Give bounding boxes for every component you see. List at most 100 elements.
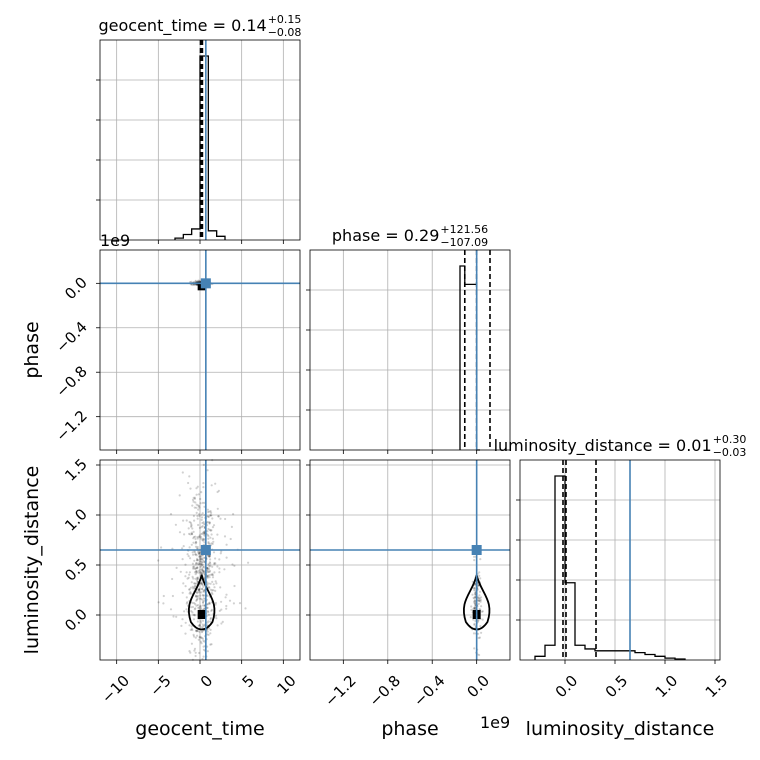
sample-point-phase-vs-luminosity-distance (478, 594, 481, 597)
sample-point-geocent-time-vs-luminosity-distance (214, 557, 217, 560)
sample-point-geocent-time-vs-luminosity-distance (202, 463, 205, 466)
sample-point-geocent-time-vs-luminosity-distance (202, 570, 205, 573)
sample-point-geocent-time-vs-luminosity-distance (194, 553, 197, 556)
sample-point-geocent-time-vs-luminosity-distance (202, 531, 205, 534)
sample-point-geocent-time-vs-luminosity-distance (217, 489, 220, 492)
sample-point-geocent-time-vs-luminosity-distance (199, 619, 202, 623)
truth-point-geocent-time-vs-luminosity-distance (200, 545, 211, 555)
sample-point-geocent-time-vs-luminosity-distance (216, 624, 219, 627)
sample-point-geocent-time-vs-luminosity-distance (202, 539, 205, 542)
sample-point-geocent-time-vs-luminosity-distance (197, 590, 200, 593)
sample-point-geocent-time-vs-luminosity-distance (186, 601, 189, 604)
sample-point-geocent-time-vs-luminosity-distance (200, 572, 203, 576)
sample-point-geocent-time-vs-luminosity-distance (196, 576, 199, 579)
sample-point-geocent-time-vs-luminosity-distance (200, 560, 203, 563)
tick-label-y-luminosity-distance-1: 0.5 (61, 555, 91, 585)
sample-point-geocent-time-vs-luminosity-distance (207, 620, 210, 623)
sample-point-geocent-time-vs-luminosity-distance (214, 580, 217, 583)
sample-point-geocent-time-vs-luminosity-distance (193, 613, 196, 616)
sample-point-geocent-time-vs-luminosity-distance (217, 515, 220, 518)
sample-point-geocent-time-vs-luminosity-distance (197, 493, 200, 496)
sample-point-geocent-time-vs-luminosity-distance (188, 475, 191, 478)
sample-point-geocent-time-vs-luminosity-distance (202, 639, 205, 642)
sample-point-geocent-time-vs-luminosity-distance (185, 602, 188, 605)
truth-point-phase-vs-luminosity-distance (471, 545, 482, 555)
sample-point-geocent-time-vs-luminosity-distance (194, 570, 198, 573)
sample-point-geocent-time-vs-luminosity-distance (192, 535, 196, 539)
sample-point-geocent-time-vs-luminosity-distance (196, 566, 199, 569)
sample-point-geocent-time-vs-luminosity-distance (202, 565, 205, 568)
sample-point-geocent-time-vs-luminosity-distance (189, 521, 192, 524)
panel-title-sup-phase: +121.56 (440, 223, 488, 236)
sample-point-geocent-time-vs-luminosity-distance (160, 546, 163, 549)
sample-point-geocent-time-vs-luminosity-distance (190, 523, 193, 526)
sample-point-geocent-time-vs-luminosity-distance (232, 602, 235, 605)
sample-point-geocent-time-vs-luminosity-distance (190, 531, 193, 534)
sample-point-geocent-time-vs-luminosity-distance (190, 581, 193, 584)
sample-point-geocent-time-vs-luminosity-distance (199, 571, 202, 574)
sample-point-geocent-time-vs-luminosity-distance (162, 602, 165, 605)
sample-point-phase-vs-luminosity-distance (473, 587, 476, 590)
sample-point-geocent-time-vs-luminosity-distance (199, 625, 202, 629)
sample-point-geocent-time-vs-luminosity-distance (213, 571, 216, 574)
sample-point-geocent-time-vs-luminosity-distance (220, 608, 223, 611)
sample-point-geocent-time-vs-luminosity-distance (187, 576, 190, 579)
sample-point-geocent-time-vs-luminosity-distance (199, 640, 202, 643)
sample-point-phase-vs-luminosity-distance (477, 619, 480, 622)
sample-point-geocent-time-vs-luminosity-distance (197, 550, 200, 553)
sample-point-geocent-time-vs-luminosity-distance (200, 491, 203, 494)
sample-point-geocent-time-vs-luminosity-distance (189, 586, 192, 589)
sample-point-geocent-time-vs-luminosity-distance (209, 573, 212, 576)
sample-point-geocent-time-vs-luminosity-distance (200, 564, 203, 567)
sample-point-phase-vs-luminosity-distance (478, 653, 481, 657)
sample-point-geocent-time-vs-luminosity-distance (193, 496, 196, 499)
axis-label-x-luminosity-distance: luminosity_distance (526, 718, 715, 740)
sample-point-geocent-time-vs-luminosity-distance (190, 532, 193, 536)
sample-point-geocent-time-vs-luminosity-distance (199, 607, 203, 610)
sample-point-geocent-time-vs-luminosity-distance (184, 632, 187, 635)
sample-point-geocent-time-vs-luminosity-distance (211, 589, 214, 592)
sample-point-geocent-time-vs-luminosity-distance (218, 567, 221, 570)
sample-point-geocent-time-vs-luminosity-distance (201, 623, 204, 626)
sample-point-geocent-time-vs-luminosity-distance (195, 598, 198, 601)
sample-point-geocent-time-vs-luminosity-distance (202, 571, 205, 574)
sample-point-geocent-time-vs-luminosity-distance (201, 593, 204, 597)
sample-point-geocent-time-vs-luminosity-distance (209, 588, 212, 591)
sample-point-geocent-time-vs-luminosity-distance (180, 624, 183, 628)
panel-title-sup-geocent-time: +0.15 (268, 13, 302, 26)
sample-point-geocent-time-vs-phase (190, 280, 193, 283)
sample-point-geocent-time-vs-luminosity-distance (211, 526, 215, 529)
sample-point-geocent-time-vs-luminosity-distance (233, 584, 236, 588)
sample-point-geocent-time-vs-luminosity-distance (223, 535, 227, 538)
sample-point-geocent-time-vs-luminosity-distance (209, 643, 212, 646)
sample-point-geocent-time-vs-luminosity-distance (196, 567, 199, 570)
sample-point-geocent-time-vs-luminosity-distance (191, 562, 194, 565)
sample-point-geocent-time-vs-luminosity-distance (198, 552, 201, 555)
sample-point-geocent-time-vs-luminosity-distance (210, 484, 213, 487)
sample-point-geocent-time-vs-luminosity-distance (221, 620, 224, 624)
sample-point-phase-vs-luminosity-distance (469, 616, 472, 619)
sample-point-geocent-time-vs-luminosity-distance (201, 537, 204, 540)
sample-point-geocent-time-vs-luminosity-distance (207, 515, 210, 518)
sample-point-geocent-time-vs-luminosity-distance (202, 601, 205, 605)
sample-point-geocent-time-vs-luminosity-distance (196, 545, 199, 549)
sample-point-geocent-time-vs-luminosity-distance (189, 651, 192, 654)
sample-point-geocent-time-vs-luminosity-distance (210, 643, 213, 646)
panel-frames-layer (96, 39, 721, 664)
sample-point-geocent-time-vs-luminosity-distance (209, 564, 212, 567)
sample-point-geocent-time-vs-luminosity-distance (207, 510, 210, 514)
sample-point-geocent-time-vs-luminosity-distance (191, 611, 194, 614)
sample-point-geocent-time-vs-luminosity-distance (196, 559, 199, 562)
sample-point-geocent-time-vs-luminosity-distance (179, 570, 182, 573)
sample-point-geocent-time-vs-luminosity-distance (194, 542, 197, 545)
sample-point-geocent-time-vs-luminosity-distance (200, 572, 203, 575)
sample-point-geocent-time-vs-luminosity-distance (195, 629, 198, 632)
tick-label-x-luminosity-distance-3: 1.5 (702, 672, 732, 702)
sample-point-geocent-time-vs-luminosity-distance (186, 577, 189, 580)
sample-point-geocent-time-vs-luminosity-distance (192, 635, 196, 638)
sample-point-geocent-time-vs-luminosity-distance (206, 520, 209, 524)
sample-point-geocent-time-vs-luminosity-distance (178, 494, 181, 497)
sample-point-geocent-time-vs-luminosity-distance (184, 621, 187, 624)
tick-label-x-geocent-time-3: 5 (239, 672, 258, 691)
sample-point-geocent-time-vs-luminosity-distance (200, 561, 203, 564)
